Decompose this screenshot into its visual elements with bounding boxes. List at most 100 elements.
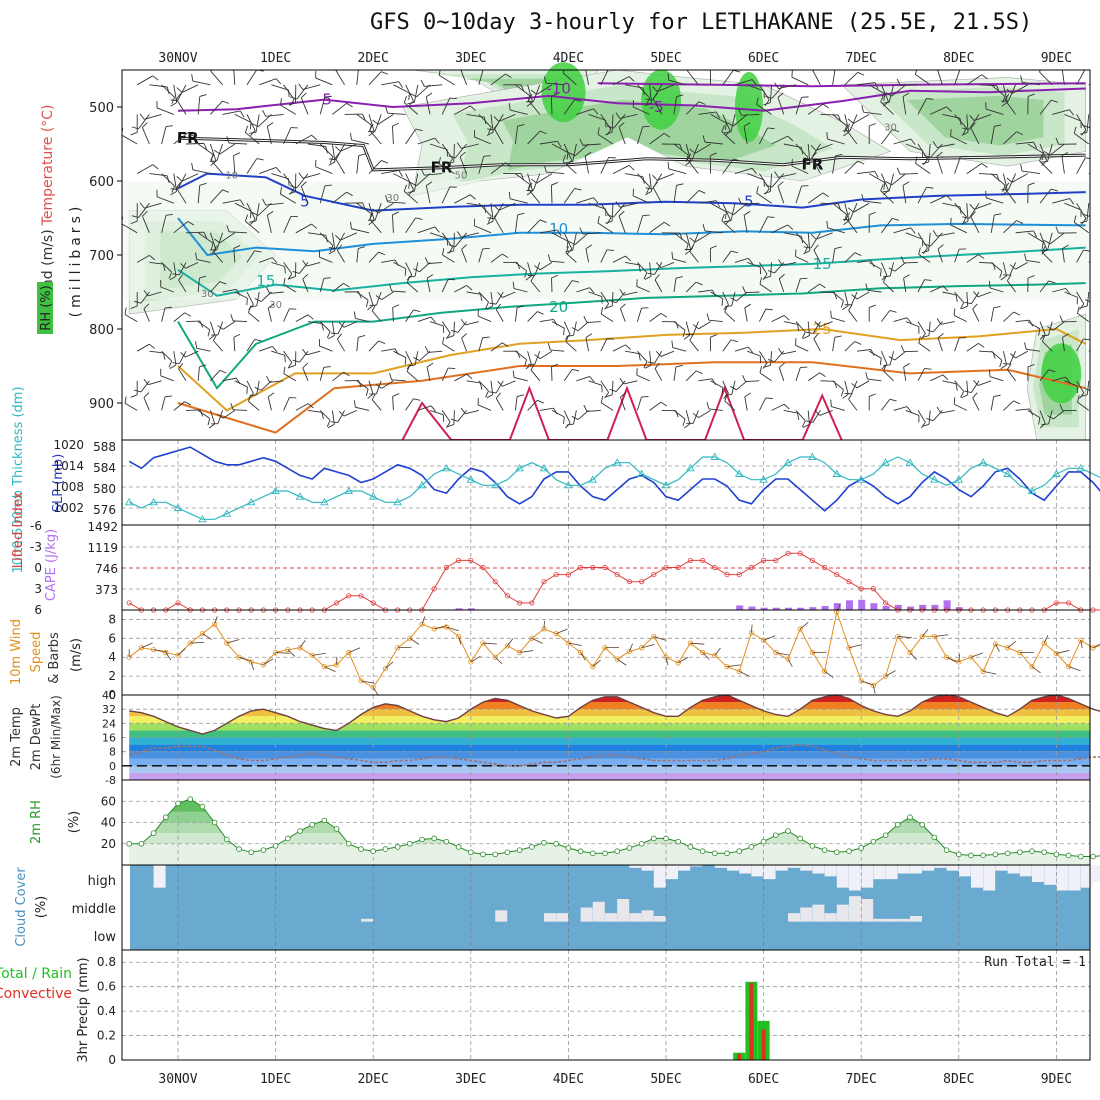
wind-barb-flag xyxy=(969,114,975,121)
thickness-marker xyxy=(515,463,524,472)
lifted-index-marker xyxy=(821,564,828,571)
wind-barb xyxy=(936,232,955,237)
wind-barb-flag xyxy=(566,152,569,160)
wind-barb-flag xyxy=(371,304,376,312)
wind-barb xyxy=(222,377,237,382)
wind-barb-flag xyxy=(787,224,794,230)
contour-label: 10 xyxy=(225,171,238,182)
wind-barb xyxy=(425,96,431,115)
wind-barb xyxy=(161,215,167,233)
wind-barb xyxy=(722,339,732,352)
wind-barb-flag xyxy=(1001,101,1008,107)
wind-barb-flag xyxy=(486,305,493,310)
rh-marker xyxy=(345,840,352,847)
wind-barb-flag xyxy=(1083,249,1090,252)
wind-barb xyxy=(267,396,272,411)
wind-barb-flag xyxy=(564,422,571,429)
wind-barb-flag xyxy=(900,345,905,352)
wind-barb-flag xyxy=(861,105,864,113)
wind-barb xyxy=(791,165,809,175)
thickness-marker xyxy=(881,458,890,466)
wind-barb-flag xyxy=(256,158,264,161)
wind-barb xyxy=(990,214,995,233)
wind-barb xyxy=(1053,410,1065,420)
wind-barb-flag xyxy=(1096,211,1100,215)
wind-barb-flag xyxy=(392,211,400,216)
temperature-band xyxy=(129,737,1090,745)
cloud-middle-cell xyxy=(836,904,849,922)
wind-barb-flag xyxy=(170,188,178,190)
wind-barb xyxy=(319,185,326,204)
wind-speed-marker xyxy=(712,652,718,658)
rh-marker xyxy=(931,834,938,841)
wind-barb xyxy=(315,166,333,175)
wind-barb-flag xyxy=(926,186,934,189)
wind-barb-flag xyxy=(563,328,565,336)
wind-barb xyxy=(905,232,923,240)
wind-barb xyxy=(795,143,809,158)
wind-barb xyxy=(668,79,687,86)
wind-barb xyxy=(356,202,372,215)
lifted-index-marker xyxy=(663,564,669,571)
wind-barb xyxy=(572,232,577,251)
lifted-index-marker xyxy=(870,586,877,592)
wind-barb xyxy=(585,248,590,263)
wind-barb-flag xyxy=(434,226,440,233)
lifted-index-marker xyxy=(370,600,376,606)
wind-barb-flag xyxy=(883,182,886,190)
wind-barb-flag xyxy=(848,304,853,311)
rh-marker xyxy=(1078,853,1084,860)
wind-barb-flag xyxy=(710,334,718,338)
temperature-band xyxy=(129,765,1090,773)
wind-barb-flag xyxy=(885,92,893,97)
wind-barb-flag xyxy=(932,230,938,237)
wind-barb xyxy=(296,173,309,189)
wind-barb-flag xyxy=(973,291,979,298)
wind-barb-flag xyxy=(1065,376,1071,384)
wind-barb-flag xyxy=(466,285,473,291)
wind-barb-flag xyxy=(487,127,492,134)
lifted-index-marker xyxy=(773,557,779,564)
date-label-top: 4DEC xyxy=(553,51,584,66)
wind-barb xyxy=(299,262,309,274)
wind-barb-flag xyxy=(619,289,625,296)
wind-barb-flag xyxy=(813,244,819,251)
wind-barb-flag xyxy=(372,208,379,214)
y-tick-label: 1119 xyxy=(87,541,118,555)
wind-barb-flag xyxy=(777,181,784,187)
wind-barb xyxy=(759,262,768,275)
wind-barb-flag xyxy=(609,300,617,304)
wind-barb-flag xyxy=(530,363,535,371)
wind-barb xyxy=(319,278,325,293)
wind-barb xyxy=(534,262,541,276)
wind-barb-flag xyxy=(482,247,490,250)
cape-bar xyxy=(931,604,939,610)
wind-barb xyxy=(1064,291,1078,298)
wind-barb xyxy=(856,260,871,263)
wind-barb-flag xyxy=(584,151,592,157)
wind-barb xyxy=(905,409,920,416)
wind-barb xyxy=(613,114,626,129)
y-tick-label: -6 xyxy=(30,519,42,533)
wind-barb-flag xyxy=(663,133,671,138)
wind-barb-flag xyxy=(955,294,958,302)
wind-barb-flag xyxy=(262,198,267,206)
wind-barb xyxy=(787,658,793,667)
wind-barb xyxy=(178,279,187,293)
wind-barb xyxy=(881,218,893,234)
wind-barb xyxy=(563,369,573,382)
wind-barb-flag xyxy=(210,243,214,251)
wind-barb xyxy=(722,114,731,132)
wind-barb-flag xyxy=(767,270,775,274)
wind-barb-flag xyxy=(1084,388,1090,391)
wind-barb xyxy=(210,281,221,293)
wind-barb-flag xyxy=(993,306,1001,309)
wind-barb xyxy=(568,642,582,646)
wind-barb xyxy=(966,342,979,352)
temperature-band xyxy=(129,723,1090,731)
wind-barb-flag xyxy=(797,324,800,332)
thickness-marker xyxy=(612,458,622,466)
wind-barb-flag xyxy=(326,420,331,427)
wind-barb-flag xyxy=(164,395,172,398)
wind-barb xyxy=(296,84,309,100)
